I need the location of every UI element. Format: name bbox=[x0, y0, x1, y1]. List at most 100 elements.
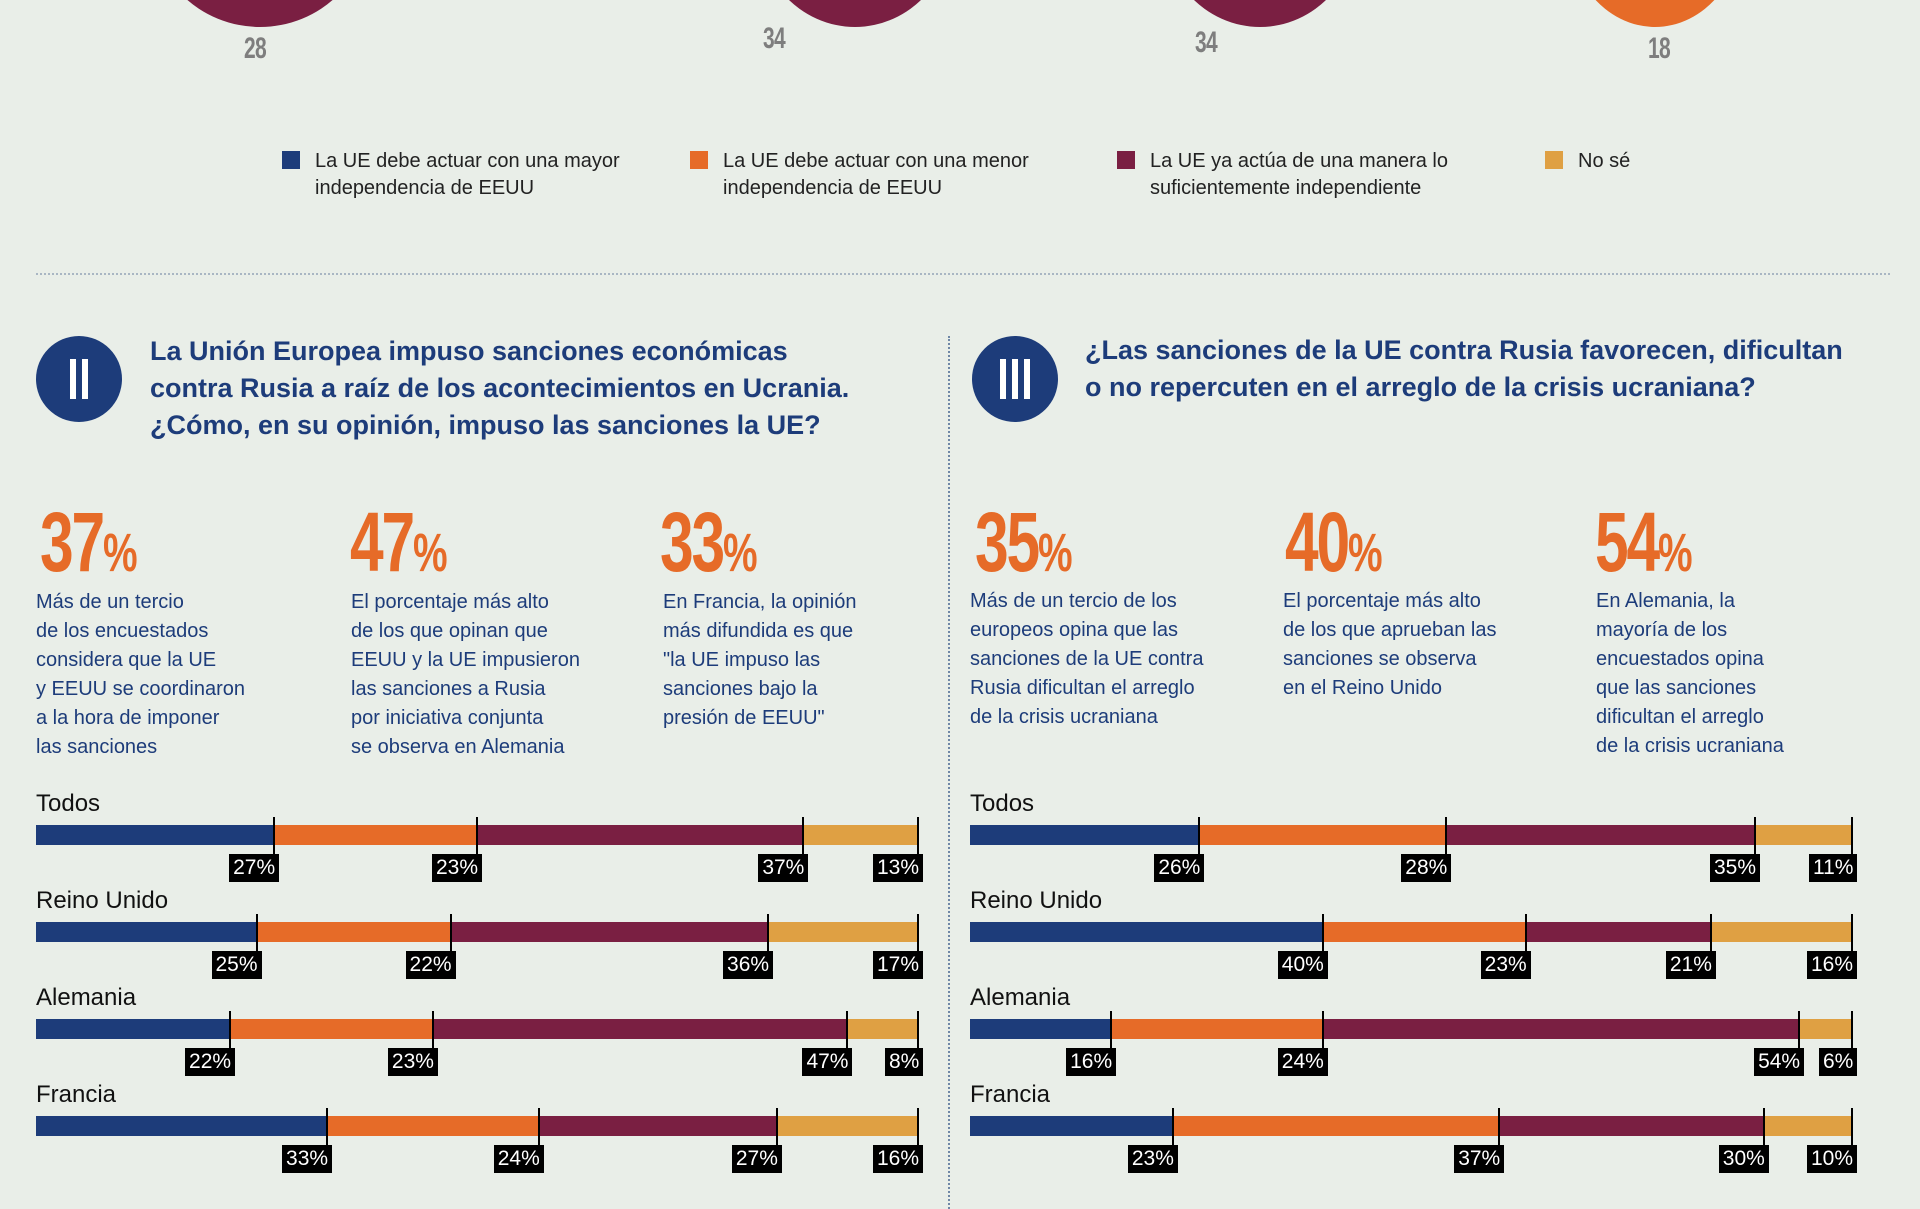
segment-boundary-tick bbox=[917, 1108, 919, 1148]
stacked-bar bbox=[36, 1116, 918, 1136]
top-circle-4 bbox=[1565, 0, 1745, 27]
bar-segment bbox=[1322, 1019, 1800, 1039]
bar-segment bbox=[970, 1019, 1112, 1039]
legend-swatch-maroon bbox=[1117, 151, 1135, 169]
bar-row-label: Francia bbox=[970, 1081, 1051, 1108]
question-title-ii: La Unión Europea impuso sanciones económ… bbox=[150, 336, 850, 440]
stacked-bar-chart-ii: Todos 27% 23% 37% 13% Reino Unido 25% 22% 36% 17%… bbox=[36, 790, 926, 1190]
bar-segment bbox=[1172, 1116, 1500, 1136]
segment-boundary-tick bbox=[1851, 1108, 1853, 1148]
bar-segment bbox=[1446, 825, 1755, 845]
segment-value-label: 47% bbox=[802, 1048, 853, 1076]
segment-boundary-tick bbox=[846, 1011, 849, 1051]
segment-value-label: 8% bbox=[885, 1048, 924, 1076]
segment-boundary-tick bbox=[802, 817, 805, 857]
bar-segment bbox=[1199, 825, 1447, 845]
stat-unit: % bbox=[1657, 523, 1693, 583]
bar-segment bbox=[36, 922, 257, 942]
badge-stroke bbox=[70, 359, 76, 399]
stat-description: El porcentaje más alto de los que aprueb… bbox=[1283, 590, 1497, 699]
segment-value-label: 24% bbox=[493, 1145, 544, 1173]
segment-value-label: 26% bbox=[1154, 854, 1205, 882]
segment-value-label: 36% bbox=[723, 951, 774, 979]
segment-boundary-tick bbox=[917, 817, 919, 857]
stat-value: 40% bbox=[1285, 500, 1383, 595]
segment-boundary-tick bbox=[1198, 817, 1201, 857]
segment-boundary-tick bbox=[1851, 914, 1853, 954]
legend-label: La UE ya actúa de una manera lo suficien… bbox=[1150, 150, 1448, 199]
segment-boundary-tick bbox=[537, 1108, 540, 1148]
stacked-bar-chart-iii: Todos 26% 28% 35% 11% Reino Unido 40% 23% 21% 16%… bbox=[970, 790, 1860, 1190]
horizontal-divider bbox=[36, 273, 1890, 275]
bar-segment bbox=[1799, 1019, 1852, 1039]
legend-item-no-se: No sé bbox=[1545, 148, 1630, 175]
stat-value: 47% bbox=[350, 500, 448, 595]
legend-swatch-gold bbox=[1545, 151, 1563, 169]
bar-segment bbox=[36, 1116, 328, 1136]
bar-row-label: Reino Unido bbox=[36, 887, 169, 914]
badge-stroke bbox=[1012, 359, 1018, 399]
bar-segment bbox=[274, 825, 477, 845]
stat-unit: % bbox=[1347, 523, 1383, 583]
segment-boundary-tick bbox=[449, 914, 452, 954]
segment-value-label: 16% bbox=[1066, 1048, 1117, 1076]
segment-value-label: 22% bbox=[405, 951, 456, 979]
bar-segment bbox=[1763, 1116, 1852, 1136]
segment-boundary-tick bbox=[1753, 817, 1756, 857]
segment-value-label: 23% bbox=[432, 854, 483, 882]
segment-value-label: 13% bbox=[873, 854, 924, 882]
bar-segment bbox=[970, 922, 1323, 942]
legend-label: La UE debe actuar con una mayor independ… bbox=[315, 150, 620, 199]
segment-boundary-tick bbox=[1321, 1011, 1324, 1051]
stat-number: 33 bbox=[660, 495, 725, 589]
segment-boundary-tick bbox=[1321, 914, 1324, 954]
segment-value-label: 6% bbox=[1819, 1048, 1858, 1076]
segment-boundary-tick bbox=[1709, 914, 1712, 954]
stacked-bar bbox=[970, 922, 1852, 942]
segment-value-label: 28% bbox=[1401, 854, 1452, 882]
stat-description: En Alemania, la mayoría de los encuestad… bbox=[1596, 590, 1784, 757]
stat-number: 40 bbox=[1285, 495, 1350, 589]
stat-number: 47 bbox=[350, 495, 415, 589]
stacked-bar bbox=[36, 922, 918, 942]
stat-value: 33% bbox=[660, 500, 758, 595]
segment-value-label: 24% bbox=[1277, 1048, 1328, 1076]
bar-segment bbox=[327, 1116, 539, 1136]
stat-unit: % bbox=[1037, 523, 1073, 583]
bar-row-label: Todos bbox=[970, 790, 1035, 817]
stat-value: 35% bbox=[975, 500, 1073, 595]
stat-unit: % bbox=[722, 523, 758, 583]
bar-segment bbox=[970, 825, 1200, 845]
bar-segment bbox=[230, 1019, 433, 1039]
segment-boundary-tick bbox=[775, 1108, 778, 1148]
bar-segment bbox=[1525, 922, 1711, 942]
segment-value-label: 23% bbox=[1127, 1145, 1178, 1173]
vertical-divider bbox=[948, 336, 950, 1209]
segment-boundary-tick bbox=[767, 914, 770, 954]
bar-row-label: Francia bbox=[36, 1081, 117, 1108]
segment-boundary-tick bbox=[273, 817, 276, 857]
legend-item-suficiente: La UE ya actúa de una manera lo suficien… bbox=[1117, 148, 1448, 202]
bar-segment bbox=[476, 825, 804, 845]
stat-description: Más de un tercio de los europeos opina q… bbox=[970, 590, 1204, 728]
segment-value-label: 11% bbox=[1809, 854, 1858, 882]
bar-segment bbox=[847, 1019, 918, 1039]
top-circle-1-label: 28 bbox=[244, 32, 267, 65]
segment-value-label: 23% bbox=[1480, 951, 1531, 979]
segment-value-label: 27% bbox=[229, 854, 280, 882]
segment-value-label: 27% bbox=[731, 1145, 782, 1173]
bar-segment bbox=[256, 922, 451, 942]
bar-segment bbox=[1322, 922, 1526, 942]
bar-segment bbox=[538, 1116, 777, 1136]
top-circle-4-label: 18 bbox=[1648, 32, 1671, 65]
segment-boundary-tick bbox=[917, 914, 919, 954]
stat-description: En Francia, la opinión más difundida es … bbox=[663, 591, 857, 729]
bar-segment bbox=[1754, 825, 1852, 845]
legend: La UE debe actuar con una mayor independ… bbox=[280, 148, 1680, 208]
stat-number: 37 bbox=[40, 495, 105, 589]
bar-row-label: Reino Unido bbox=[970, 887, 1103, 914]
segment-boundary-tick bbox=[255, 914, 258, 954]
segment-value-label: 40% bbox=[1277, 951, 1328, 979]
segment-boundary-tick bbox=[1445, 817, 1448, 857]
segment-boundary-tick bbox=[326, 1108, 329, 1148]
